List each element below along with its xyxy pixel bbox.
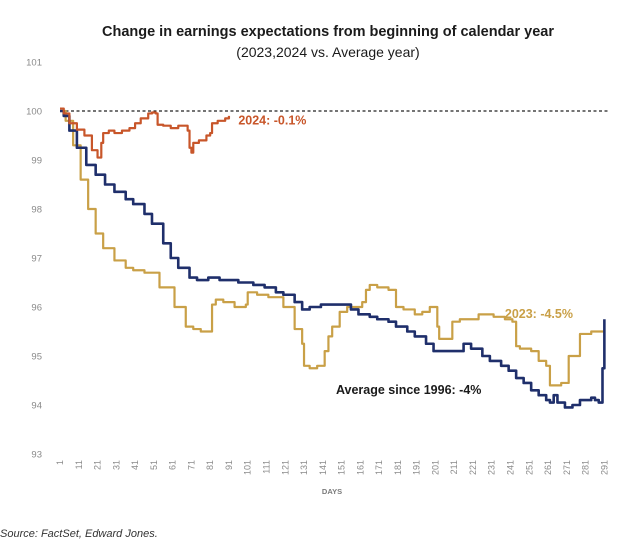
x-tick-label: 251 — [524, 460, 534, 475]
x-tick-label: 291 — [599, 460, 609, 475]
x-tick-label: 21 — [93, 460, 103, 470]
x-tick-label: 171 — [374, 460, 384, 475]
x-tick-label: 191 — [412, 460, 422, 475]
x-tick-label: 41 — [130, 460, 140, 470]
x-tick-label: 1 — [55, 460, 65, 465]
y-tick-label: 93 — [31, 450, 42, 461]
y-tick-label: 96 — [31, 303, 42, 314]
x-tick-label: 51 — [149, 460, 159, 470]
annotation-average-since-1996: Average since 1996: -4% — [336, 383, 481, 397]
x-tick-label: 201 — [430, 460, 440, 475]
x-tick-label: 91 — [224, 460, 234, 470]
annotation-2023: 2023: -4.5% — [505, 307, 573, 321]
x-tick-label: 211 — [449, 460, 459, 474]
series-layer — [60, 107, 606, 409]
annotation-2024: 2024: -0.1% — [238, 114, 306, 128]
x-axis-ticks: 1 11 21 31 41 51 61 71 81 91 101 111 121 131 141 151 161… — [55, 460, 609, 475]
y-tick-label: 99 — [31, 156, 42, 167]
series-line-2023 — [60, 109, 605, 387]
annotation-layer: 2024: -0.1% 2023: -4.5% Average since 1996… — [238, 114, 573, 398]
x-tick-label: 31 — [111, 460, 121, 470]
x-tick-label: 131 — [299, 460, 309, 475]
y-axis-ticks: 93 94 95 96 97 98 99 100 101 — [26, 58, 42, 461]
source-note: Source: FactSet, Edward Jones. — [0, 528, 158, 540]
x-tick-label: 61 — [168, 460, 178, 470]
x-tick-label: 241 — [506, 460, 516, 475]
y-tick-label: 100 — [26, 107, 42, 118]
y-tick-label: 95 — [31, 352, 42, 363]
x-tick-label: 221 — [468, 460, 478, 475]
y-tick-label: 98 — [31, 205, 42, 216]
series-line-2024 — [60, 107, 231, 159]
y-tick-label: 94 — [31, 401, 42, 412]
x-tick-label: 261 — [543, 460, 553, 475]
x-tick-label: 101 — [243, 460, 253, 475]
x-tick-label: 161 — [355, 460, 365, 475]
x-tick-label: 81 — [205, 460, 215, 470]
y-tick-label: 101 — [26, 58, 42, 69]
y-tick-label: 97 — [31, 254, 42, 265]
x-tick-label: 111 — [261, 460, 271, 474]
series-line-average-since-1996 — [60, 109, 606, 409]
x-tick-label: 121 — [280, 460, 290, 475]
x-tick-label: 71 — [186, 460, 196, 470]
x-tick-label: 281 — [581, 460, 591, 475]
x-axis-label: DAYS — [322, 487, 342, 496]
x-tick-label: 141 — [318, 460, 328, 475]
chart-title: Change in earnings expectations from beg… — [102, 24, 554, 40]
x-tick-label: 151 — [337, 460, 347, 475]
chart-subtitle: (2023,2024 vs. Average year) — [236, 44, 419, 60]
x-tick-label: 271 — [562, 460, 572, 475]
x-tick-label: 11 — [74, 460, 84, 469]
x-tick-label: 231 — [487, 460, 497, 475]
x-tick-label: 181 — [393, 460, 403, 475]
